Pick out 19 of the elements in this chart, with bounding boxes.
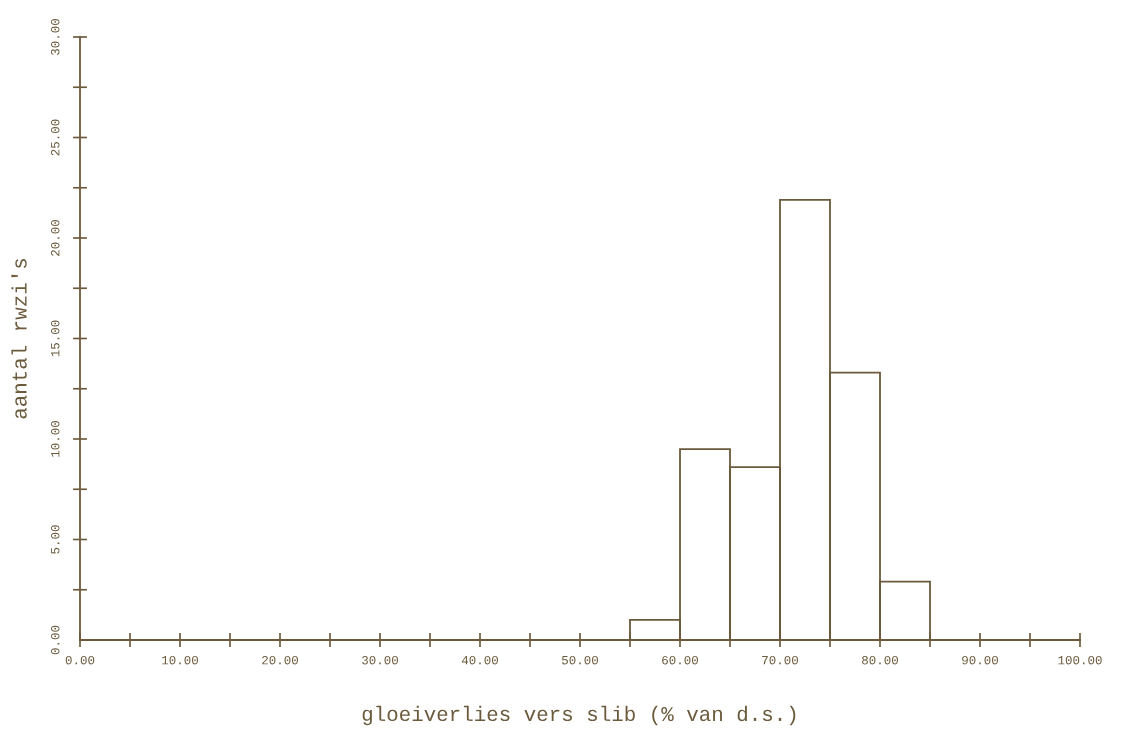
x-axis-title: gloeiverlies vers slib (% van d.s.) bbox=[362, 705, 796, 726]
x-tick-label: 40.00 bbox=[461, 655, 498, 665]
x-tick-label: 60.00 bbox=[662, 655, 698, 665]
y-tick-label: 15.00 bbox=[50, 320, 60, 357]
y-axis-title: aantal rwzi's bbox=[11, 258, 27, 419]
x-tick-label: 100.00 bbox=[1058, 655, 1102, 665]
y-tick-label: 30.00 bbox=[50, 19, 60, 55]
y-tick-label: 10.00 bbox=[50, 421, 60, 457]
y-tick-label: 20.00 bbox=[50, 220, 60, 256]
x-tick-label: 0.00 bbox=[65, 655, 95, 665]
x-tick-label: 20.00 bbox=[262, 655, 298, 665]
x-tick-label: 50.00 bbox=[562, 655, 598, 665]
x-tick-label: 70.00 bbox=[762, 655, 798, 665]
x-tick-label: 90.00 bbox=[962, 655, 998, 665]
x-tick-label: 10.00 bbox=[162, 655, 198, 665]
y-tick-label: 5.00 bbox=[50, 525, 60, 554]
x-tick-label: 80.00 bbox=[862, 655, 898, 665]
y-tick-label: 25.00 bbox=[50, 119, 60, 156]
x-tick-label: 30.00 bbox=[362, 655, 398, 665]
